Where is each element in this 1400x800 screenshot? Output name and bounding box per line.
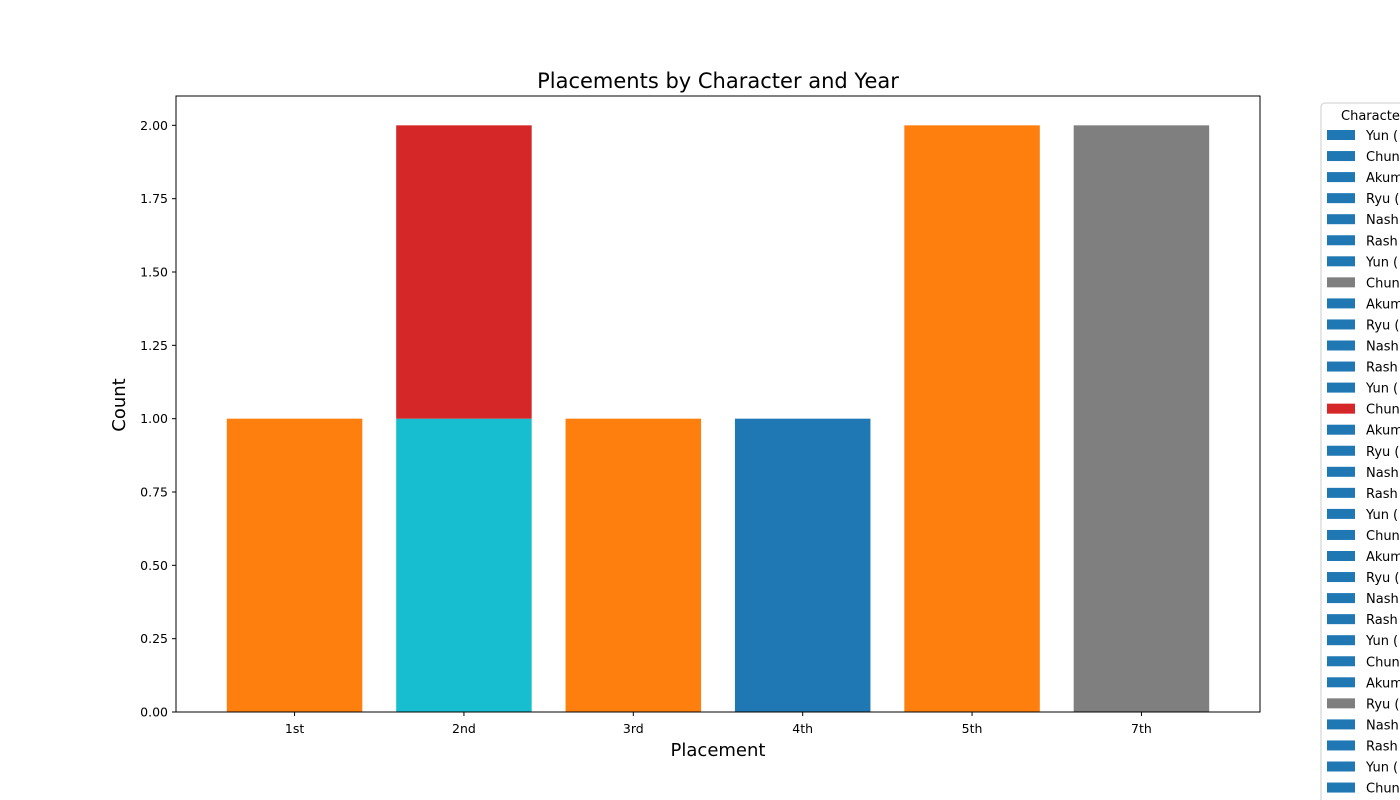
legend-swatch <box>1327 130 1355 140</box>
bar-7th-6 <box>1073 125 1210 713</box>
legend-entry-label: Yun ( <box>1365 508 1398 523</box>
legend-entry-label: Akum <box>1366 297 1400 312</box>
bar-4th-4 <box>734 418 871 712</box>
legend-entry-label: Akum <box>1366 550 1400 565</box>
legend-entry-label: Rash <box>1366 234 1398 249</box>
y-tick-label: 0.25 <box>140 631 168 646</box>
legend-entry-label: Yun ( <box>1365 129 1398 144</box>
legend-swatch <box>1327 782 1355 793</box>
legend-swatch <box>1327 593 1355 604</box>
legend-entry-label: Akum <box>1366 171 1400 186</box>
bar-3rd-3 <box>565 418 702 712</box>
legend-entry-label: Ryu ( <box>1366 192 1399 207</box>
plot-area: 0.00 0.25 0.50 0.75 1.00 1.25 1.50 1.75 2.00 1st 2… <box>140 95 1261 736</box>
x-tick-label: 1st <box>285 721 304 736</box>
legend: Characte Yun ( Chun Akum Ryu ( Nash Rash Yun ( C… <box>1320 102 1400 800</box>
legend-entry-label: Nash <box>1366 213 1399 228</box>
y-tick-label: 0.00 <box>140 705 168 720</box>
x-tick-label: 2nd <box>452 721 476 736</box>
legend-entry-label: Rash <box>1366 487 1398 502</box>
legend-swatch <box>1327 256 1355 267</box>
legend-swatch <box>1327 277 1355 288</box>
legend-entry-label: Nash <box>1366 718 1399 733</box>
legend-entry-label: Ryu ( <box>1366 445 1399 460</box>
legend-frame <box>1320 102 1400 800</box>
legend-swatch <box>1327 466 1355 477</box>
y-tick-label: 0.75 <box>140 485 168 500</box>
legend-swatch <box>1327 172 1355 183</box>
legend-swatch <box>1327 551 1355 561</box>
legend-swatch <box>1327 445 1355 456</box>
legend-swatch <box>1327 529 1355 540</box>
legend-swatch <box>1327 424 1355 435</box>
legend-entry-label: Ryu ( <box>1366 318 1399 333</box>
legend-entry-label: Akum <box>1366 424 1400 439</box>
legend-swatch <box>1327 298 1355 309</box>
legend-swatch <box>1327 635 1355 646</box>
chart-title: Placements by Character and Year <box>537 69 899 93</box>
legend-swatch <box>1327 740 1355 751</box>
bar-2nd-2 <box>396 125 532 419</box>
legend-swatch <box>1327 719 1355 730</box>
x-tick-label: 7th <box>1131 721 1152 736</box>
y-tick-label: 2.00 <box>140 118 168 133</box>
legend-entry-label: Chun <box>1366 403 1400 418</box>
legend-entry-label: Nash <box>1366 592 1399 607</box>
legend-swatch <box>1327 698 1355 709</box>
plot-frame <box>175 95 1261 713</box>
legend-swatch <box>1327 572 1355 583</box>
legend-swatch <box>1327 361 1355 372</box>
legend-swatch <box>1327 151 1355 162</box>
x-tick-label: 4th <box>792 721 813 736</box>
legend-entry-label: Chun <box>1366 529 1400 544</box>
legend-entry-label: Chun <box>1366 782 1400 797</box>
legend-entry-label: Rash <box>1366 613 1398 628</box>
legend-swatch <box>1327 214 1355 225</box>
legend-swatch <box>1327 487 1355 498</box>
legend-swatch <box>1327 340 1355 351</box>
legend-entry-label: Akum <box>1366 676 1400 691</box>
y-axis-label: Count <box>109 378 130 431</box>
legend-title: Characte <box>1341 109 1400 124</box>
x-tick-label: 3rd <box>623 721 644 736</box>
y-tick-label: 1.25 <box>140 338 168 353</box>
legend-entry-label: Ryu ( <box>1366 697 1399 712</box>
bar-2nd-1 <box>396 418 532 712</box>
legend-entry-label: Nash <box>1366 340 1399 355</box>
legend-swatch <box>1327 761 1355 772</box>
bar-1st-0 <box>226 418 363 712</box>
legend-entry-label: Rash <box>1366 739 1398 754</box>
legend-swatch <box>1327 193 1355 204</box>
legend-entry-label: Yun ( <box>1365 634 1398 649</box>
legend-entry-label: Yun ( <box>1365 761 1398 776</box>
legend-swatch <box>1327 403 1355 414</box>
legend-entry-label: Yun ( <box>1365 382 1398 397</box>
legend-entry-label: Ryu ( <box>1366 571 1399 586</box>
legend-swatch <box>1327 677 1355 688</box>
x-axis-label: Placement <box>671 740 766 761</box>
legend-swatch <box>1327 319 1355 330</box>
legend-swatch <box>1327 656 1355 667</box>
legend-entry-label: Chun <box>1366 276 1400 291</box>
legend-entry-label: Rash <box>1366 361 1398 376</box>
legend-entry-label: Chun <box>1366 150 1400 165</box>
x-tick-label: 5th <box>962 721 983 736</box>
legend-swatch <box>1327 508 1355 519</box>
legend-entry-label: Yun ( <box>1365 255 1398 270</box>
y-tick-label: 1.75 <box>140 191 168 206</box>
legend-entry-label: Chun <box>1366 655 1400 670</box>
y-tick-label: 1.00 <box>140 411 168 426</box>
y-tick-label: 1.50 <box>140 265 168 280</box>
legend-entry-label: Nash <box>1366 466 1399 481</box>
legend-swatch <box>1327 614 1355 625</box>
bar-5th-5 <box>904 125 1040 713</box>
legend-swatch <box>1327 235 1355 246</box>
y-tick-label: 0.50 <box>140 558 168 573</box>
legend-swatch <box>1327 382 1355 393</box>
